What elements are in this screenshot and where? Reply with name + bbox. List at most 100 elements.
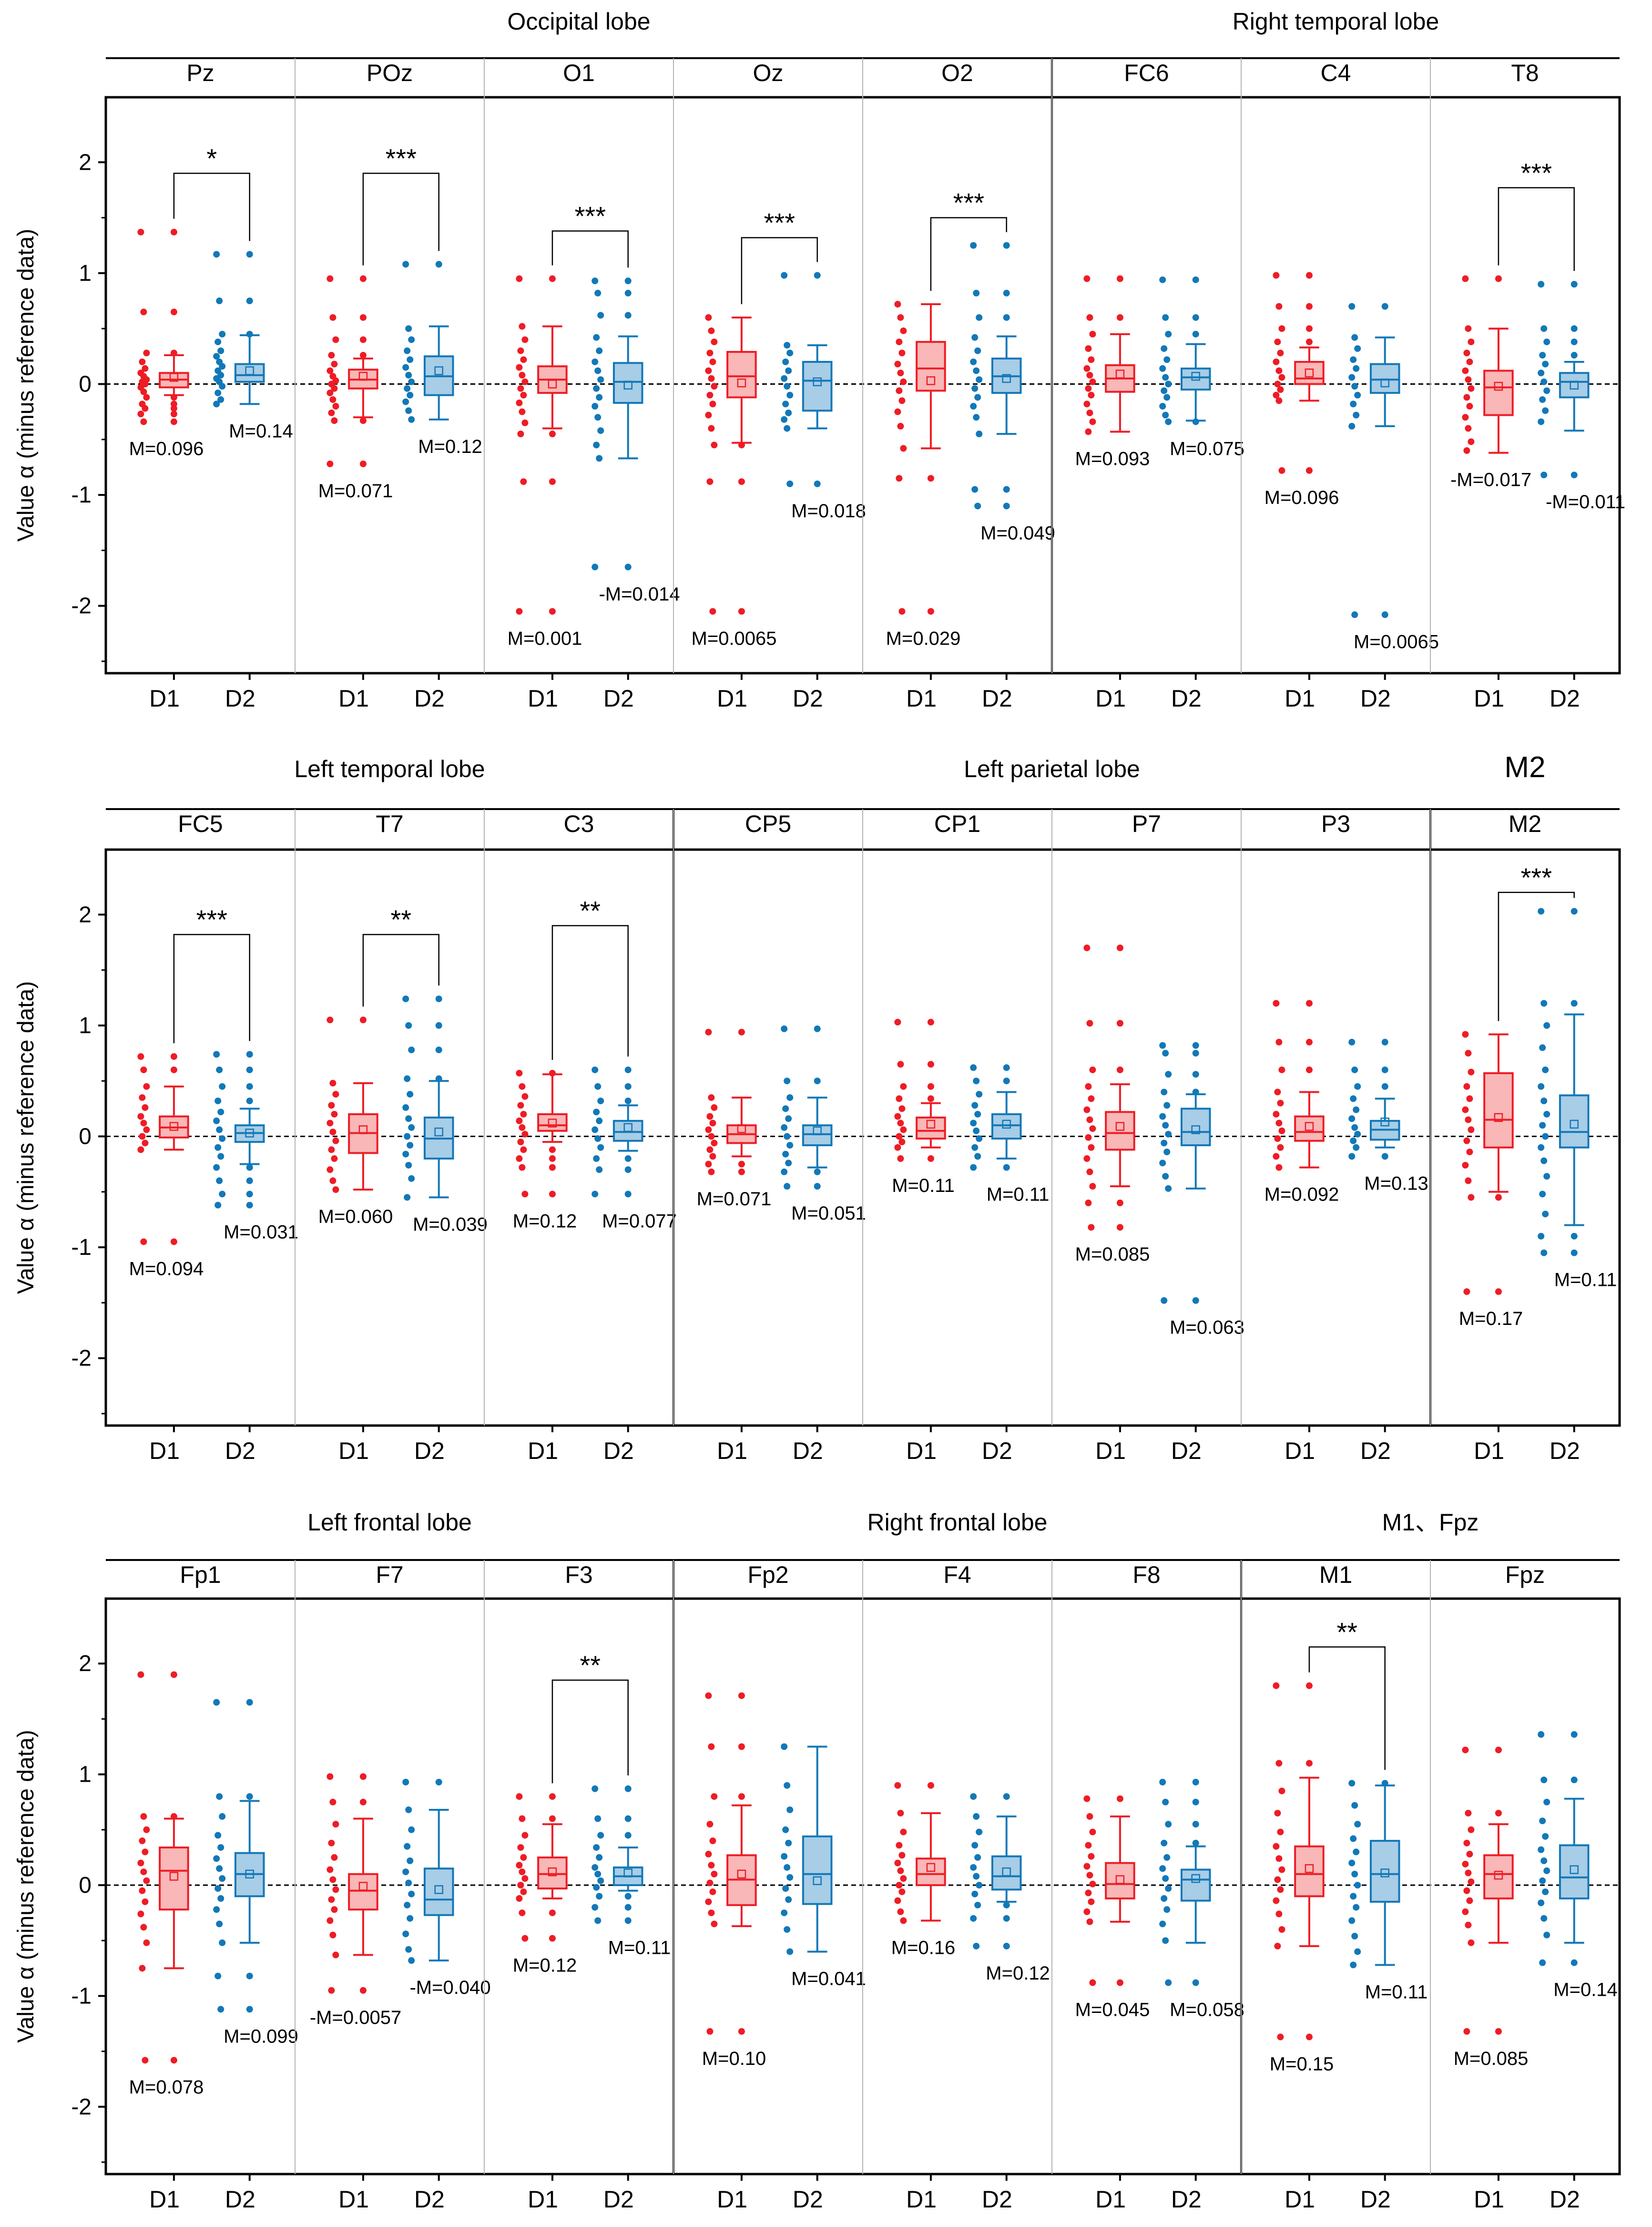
- d1-mean-marker: [358, 1882, 368, 1891]
- d2-data-point: [216, 298, 223, 305]
- d2-outlier-point: [246, 2006, 253, 2013]
- x-tick-label: D2: [1360, 1437, 1391, 1464]
- d2-data-point: [216, 1793, 223, 1800]
- d2-data-point: [786, 349, 794, 357]
- d2-outlier-point: [1381, 611, 1388, 618]
- d1-data-point: [894, 301, 901, 308]
- d1-mean-label: M=0.085: [1454, 2048, 1529, 2069]
- d1-data-point: [705, 367, 712, 374]
- d1-data-point: [516, 1793, 523, 1800]
- x-tick-label: D1: [1095, 1437, 1126, 1464]
- channel-cp1: CP1 M=0.11 M=0.11 D1 D2: [862, 809, 1049, 1464]
- d1-data-point: [1088, 1898, 1095, 1905]
- d1-data-point: [332, 1951, 339, 1959]
- d2-data-point: [597, 376, 604, 383]
- channel-fc6: FC6 M=0.093 M=0.075 D1 D2: [1051, 58, 1244, 712]
- d2-series: M=0.11: [970, 1064, 1049, 1205]
- x-tick-label: D1: [717, 1437, 747, 1464]
- d1-data-point: [1273, 1897, 1280, 1904]
- d1-data-point: [711, 1870, 718, 1878]
- d2-series: M=0.077: [591, 1066, 677, 1232]
- d2-data-point: [971, 1102, 979, 1109]
- d2-box: [1559, 372, 1590, 399]
- d2-data-point: [591, 1126, 599, 1133]
- d2-data-point: [1162, 411, 1169, 419]
- d1-data-point: [1089, 330, 1096, 338]
- d2-data-point: [974, 1901, 981, 1909]
- d2-mean-marker: [1570, 1865, 1579, 1874]
- d2-data-point: [591, 277, 599, 285]
- channel-label: O2: [941, 60, 973, 86]
- d1-data-point: [1468, 1939, 1475, 1946]
- d1-data-point: [1275, 397, 1283, 404]
- d1-outlier-point: [738, 608, 745, 615]
- d1-data-point: [1086, 1168, 1093, 1175]
- d2-data-point: [974, 503, 981, 510]
- d1-mean-marker: [548, 1867, 557, 1877]
- d2-data-point: [1350, 1835, 1357, 1842]
- d1-outlier-point: [1495, 1288, 1502, 1295]
- d2-data-point: [786, 480, 794, 487]
- d2-data-point: [1354, 1948, 1361, 1955]
- d1-box: [1294, 1115, 1325, 1142]
- d2-data-point: [974, 1153, 981, 1160]
- d2-data-point: [219, 383, 226, 390]
- d1-outlier-point: [1305, 1038, 1313, 1046]
- d2-series: M=0.11: [1348, 1780, 1428, 2002]
- d1-data-point: [140, 1924, 147, 1931]
- d1-series: M=0.17: [1459, 1031, 1523, 1329]
- d2-data-point: [784, 342, 791, 349]
- d2-outlier-point: [624, 1190, 632, 1198]
- d2-series: M=0.018: [781, 272, 866, 522]
- d1-data-point: [516, 400, 523, 407]
- d2-data-point: [1161, 345, 1168, 352]
- d2-data-point: [786, 391, 794, 399]
- d1-data-point: [1083, 1795, 1091, 1802]
- d2-outlier-point: [1570, 325, 1578, 332]
- d2-outlier-point: [246, 1201, 253, 1209]
- d2-data-point: [402, 1868, 409, 1876]
- d1-data-point: [519, 371, 526, 379]
- d2-data-point: [971, 1890, 979, 1898]
- d1-data-point: [1277, 1144, 1284, 1151]
- significance-stars: **: [580, 1650, 601, 1680]
- d1-series: M=0.093: [1075, 275, 1150, 470]
- d2-data-point: [781, 1025, 788, 1032]
- d1-series: M=0.10: [702, 1692, 766, 2069]
- d1-data-point: [1462, 1860, 1469, 1868]
- d1-outlier-point: [170, 418, 177, 425]
- d2-mean-label: M=0.11: [1554, 1270, 1617, 1291]
- d1-data-point: [1088, 356, 1095, 363]
- d2-data-point: [1161, 1839, 1168, 1847]
- d1-data-point: [1466, 1850, 1473, 1858]
- d2-data-point: [781, 1853, 788, 1860]
- d2-data-point: [597, 427, 604, 434]
- d1-mean-label: M=0.071: [697, 1189, 772, 1210]
- x-tick-label: D2: [414, 2186, 445, 2213]
- d1-data-point: [900, 1875, 907, 1882]
- d2-outlier-point: [246, 1972, 253, 1980]
- d1-outlier-point: [1305, 325, 1313, 332]
- d2-series: -M=0.011: [1538, 281, 1625, 513]
- d1-data-point: [1086, 314, 1093, 321]
- d1-data-point: [900, 445, 907, 452]
- d2-data-point: [402, 261, 409, 268]
- d1-data-point: [517, 1139, 524, 1146]
- d2-data-point: [786, 1948, 794, 1955]
- d1-data-point: [705, 411, 712, 419]
- d1-data-point: [706, 1146, 714, 1153]
- d1-data-point: [517, 431, 524, 438]
- d1-data-point: [1089, 1979, 1096, 1986]
- d2-data-point: [1348, 374, 1356, 381]
- d1-data-point: [519, 1909, 526, 1917]
- d2-mean-marker: [245, 366, 254, 375]
- d1-data-point: [326, 1917, 334, 1924]
- d1-data-point: [1086, 1813, 1093, 1820]
- d2-data-point: [1351, 1870, 1358, 1878]
- d2-data-point: [597, 1877, 604, 1884]
- d2-data-point: [591, 1190, 599, 1198]
- d1-data-point: [900, 1126, 907, 1133]
- d1-data-point: [520, 356, 527, 363]
- d1-series: M=0.15: [1270, 1682, 1334, 2074]
- d2-outlier-point: [1003, 314, 1010, 321]
